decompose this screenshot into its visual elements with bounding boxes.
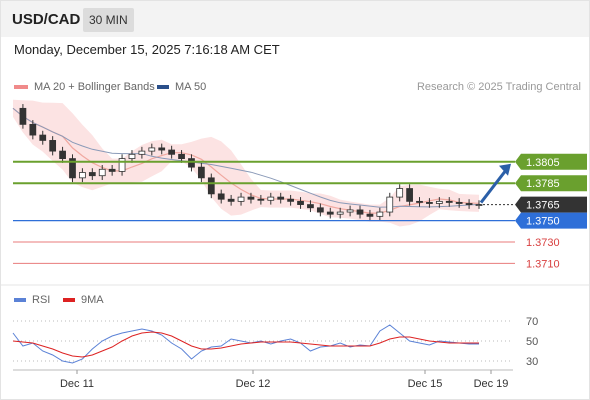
- candle-body: [148, 147, 156, 152]
- legend-ma9: 9MA: [63, 294, 104, 306]
- candle-body: [59, 150, 66, 159]
- price-level-label: 1.3710: [526, 258, 560, 270]
- candle-body: [406, 188, 413, 202]
- ma20-legend-label: MA 20 + Bollinger Bands: [34, 81, 155, 93]
- price-level-label: 1.3785: [526, 178, 560, 190]
- price-level-label: 1.3750: [526, 216, 560, 228]
- candle-body: [455, 202, 463, 204]
- candle-body: [39, 134, 47, 141]
- candle-body: [297, 200, 304, 205]
- candle-body: [128, 153, 136, 159]
- rsi-legend-label: RSI: [32, 294, 51, 306]
- candle-body: [198, 166, 205, 179]
- candle-body: [336, 211, 344, 215]
- candle-body: [118, 158, 126, 172]
- candle-body: [426, 202, 433, 204]
- candle-body: [346, 209, 354, 213]
- candle-body: [435, 200, 443, 204]
- candle-body: [178, 153, 185, 159]
- ma50-line: [12, 107, 480, 208]
- price-level-tag: [515, 196, 587, 213]
- candle-body: [237, 196, 245, 202]
- candle-body: [376, 211, 384, 217]
- candle-body: [108, 168, 116, 172]
- candle-body: [88, 172, 96, 177]
- candle-body: [287, 198, 294, 202]
- candle-body: [19, 107, 27, 125]
- candle-body: [326, 211, 334, 215]
- research-credit: Research © 2025 Trading Central: [416, 81, 581, 93]
- candle-body: [168, 149, 176, 155]
- rsi-tick-label: 50: [526, 336, 538, 348]
- candle-body: [138, 150, 146, 155]
- header-bar: USD/CAD 30 MIN: [1, 1, 589, 37]
- ma9-legend-label: 9MA: [81, 294, 104, 306]
- time-axis-label: Dec 12: [236, 378, 271, 390]
- forecast-arrow-shaft: [479, 167, 509, 204]
- ma50-swatch: [157, 85, 169, 89]
- candle-body: [69, 158, 76, 179]
- candle-body: [277, 196, 285, 200]
- legend-rsi: RSI: [14, 294, 50, 306]
- price-level-tag: [515, 175, 587, 192]
- rsi-ma-line: [12, 331, 479, 358]
- candle-body: [416, 200, 423, 203]
- ma50-legend-label: MA 50: [175, 81, 207, 93]
- legend-ma20: MA 20 + Bollinger Bands: [14, 81, 155, 93]
- candle-body: [465, 203, 473, 205]
- rsi-line: [12, 324, 479, 364]
- candle-body: [386, 196, 394, 213]
- candle-body: [247, 196, 255, 200]
- candle-body: [29, 123, 37, 136]
- candle-body: [267, 196, 275, 201]
- candle-body: [207, 177, 215, 195]
- candle-body: [217, 193, 225, 200]
- candle-body: [188, 158, 195, 168]
- rsi-tick-label: 70: [526, 316, 538, 328]
- candle-body: [307, 204, 314, 209]
- price-level-label: 1.3765: [526, 200, 560, 212]
- time-axis-label: Dec 15: [408, 378, 443, 390]
- ma9-swatch: [63, 298, 75, 302]
- price-level-tag: [515, 212, 587, 229]
- price-level-label: 1.3730: [526, 237, 560, 249]
- candle-body: [366, 213, 374, 217]
- candle-body: [98, 168, 106, 177]
- legend-ma50: MA 50: [157, 81, 206, 93]
- candle-body: [49, 140, 57, 152]
- candle-body: [158, 147, 166, 151]
- candle-body: [79, 172, 86, 179]
- rsi-tick-label: 30: [526, 356, 538, 368]
- candle-body: [316, 207, 324, 213]
- candle-body: [396, 188, 404, 198]
- candle-body: [356, 209, 364, 215]
- bollinger-band: [13, 99, 479, 227]
- time-axis-label: Dec 19: [474, 378, 509, 390]
- timestamp: Monday, December 15, 2025 7:16:18 AM CET: [14, 42, 280, 57]
- price-level-label: 1.3805: [526, 157, 560, 169]
- forecast-arrow-head: [499, 163, 511, 176]
- candle-body: [445, 200, 453, 203]
- price-level-tag: [515, 153, 587, 170]
- timeframe-badge[interactable]: 30 MIN: [83, 8, 134, 32]
- rsi-swatch: [14, 298, 26, 302]
- time-axis-label: Dec 11: [60, 378, 94, 390]
- candle-body: [227, 198, 235, 202]
- candle-body: [257, 198, 265, 201]
- currency-pair: USD/CAD: [12, 11, 81, 28]
- ma20-swatch: [14, 85, 28, 89]
